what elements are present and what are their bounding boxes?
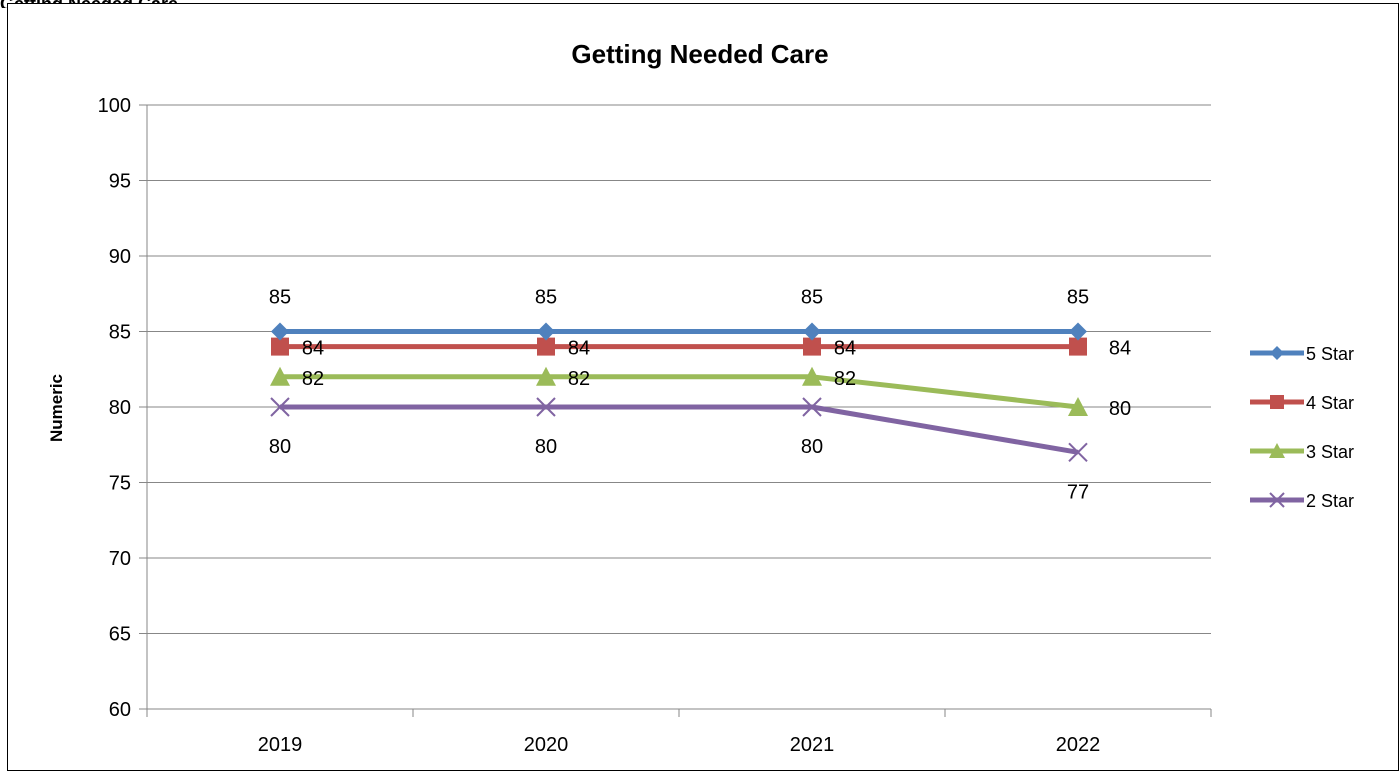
data-label: 84: [568, 338, 590, 360]
legend-label: 2 Star: [1306, 491, 1354, 511]
marker-triangle: [1269, 443, 1285, 458]
y-tick-label: 95: [109, 171, 131, 193]
x-tick-label: 2019: [258, 734, 303, 756]
marker-diamond: [803, 322, 821, 341]
marker-triangle: [1068, 397, 1088, 416]
data-label: 85: [1067, 287, 1089, 309]
marker-x: [1269, 492, 1285, 508]
data-label: 77: [1067, 481, 1089, 503]
legend-item: 3 Star: [1250, 442, 1354, 462]
x-tick-label: 2020: [524, 734, 569, 756]
data-label: 84: [302, 338, 324, 360]
y-tick-labels: 60 65 70 75 80 85 90 95 100: [98, 95, 131, 721]
marker-x: [802, 397, 822, 417]
legend: 5 Star 4 Star 3 Star 2 Star: [1250, 344, 1354, 511]
legend-label: 3 Star: [1306, 442, 1354, 462]
marker-x: [536, 397, 556, 417]
marker-square: [537, 337, 555, 356]
marker-triangle: [270, 366, 290, 386]
data-label: 80: [801, 436, 823, 458]
marker-diamond: [1069, 322, 1087, 341]
y-tick-label: 65: [109, 624, 131, 646]
legend-item: 5 Star: [1250, 344, 1354, 364]
y-tick-label: 60: [109, 699, 131, 721]
x-tick-label: 2021: [790, 734, 835, 756]
data-label: 82: [568, 368, 590, 390]
marker-diamond: [537, 322, 555, 341]
x-tick-labels: 2019 2020 2021 2022: [258, 734, 1101, 756]
marker-x: [1068, 442, 1088, 463]
axes: [139, 104, 1212, 717]
y-tick-label: 100: [98, 95, 131, 117]
y-tick-label: 75: [109, 473, 131, 495]
marker-triangle: [802, 366, 822, 386]
data-label: 82: [302, 368, 324, 390]
legend-item: 2 Star: [1250, 491, 1354, 511]
marker-x: [270, 397, 290, 417]
y-axis-label: Numeric: [47, 374, 66, 442]
legend-item: 4 Star: [1250, 393, 1354, 413]
x-tick-label: 2022: [1056, 734, 1101, 756]
data-label: 80: [535, 436, 557, 458]
legend-label: 4 Star: [1306, 393, 1354, 413]
y-tick-label: 80: [109, 397, 131, 419]
chart-title: Getting Needed Care: [571, 39, 828, 69]
y-tick-label: 85: [109, 322, 131, 344]
series-line-3-star: [280, 374, 1079, 410]
data-label: 80: [269, 436, 291, 458]
legend-label: 5 Star: [1306, 344, 1354, 364]
y-tick-label: 70: [109, 548, 131, 570]
data-label: 80: [1109, 398, 1131, 420]
data-label: 84: [1109, 338, 1131, 360]
marker-square: [1069, 337, 1087, 356]
series-line-2-star: [280, 404, 1079, 455]
marker-diamond: [271, 322, 289, 341]
data-label: 82: [834, 368, 856, 390]
data-label: 85: [535, 287, 557, 309]
data-label: 85: [801, 287, 823, 309]
marker-square: [803, 337, 821, 356]
data-labels: 80 80 80 77 82 82 82 80 84 84 84 84 85 85 85 85: [269, 287, 1131, 504]
chart-frame: [7, 3, 1399, 771]
marker-triangle: [536, 366, 556, 386]
data-label: 85: [269, 287, 291, 309]
series-group: [270, 322, 1088, 463]
data-label: 84: [834, 338, 856, 360]
y-tick-label: 90: [109, 246, 131, 268]
marker-square: [271, 337, 289, 356]
marker-square: [1270, 395, 1284, 409]
marker-diamond: [1270, 346, 1284, 360]
